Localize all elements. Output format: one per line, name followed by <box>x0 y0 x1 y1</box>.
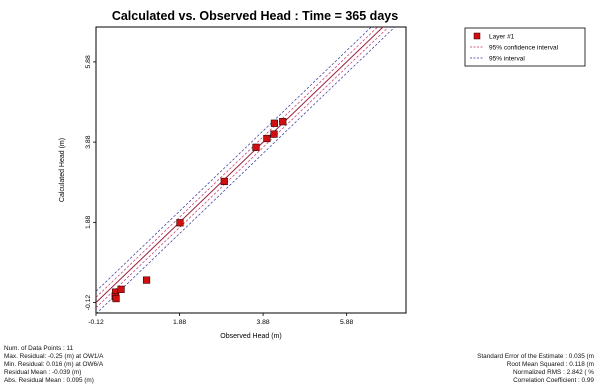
legend-label-confidence: 95% confidence interval <box>489 45 559 52</box>
stat-std-error: Standard Error of the Estimate : 0.035 (… <box>477 353 594 360</box>
fit-lines-layer <box>96 27 396 313</box>
legend-box <box>464 27 586 67</box>
legend-marker-layer-1 <box>473 32 481 40</box>
upper-interval-line <box>96 27 372 292</box>
stat-max-residual: Max. Residual: -0.25 (m) at OW1/A <box>4 353 104 361</box>
stat-correlation: Correlation Coefficient : 0.99 <box>513 377 594 385</box>
y-tick-label: -0.12 <box>85 295 92 311</box>
stat-normalized-rms: Normalized RMS : 2.842 ( % <box>513 369 594 377</box>
axis-ticks-layer: -0.12 -0.12 1.88 1.88 3.88 3.88 5.88 5.88 <box>85 55 354 326</box>
plot-area <box>95 26 407 314</box>
stat-min-residual: Min. Residual: 0.016 (m) at OW6/A <box>4 361 104 369</box>
x-axis-label: Observed Head (m) <box>220 333 281 340</box>
data-points-layer <box>111 118 287 303</box>
y-axis-label: Calculated Head (m) <box>59 138 66 202</box>
data-point <box>263 134 271 143</box>
stat-rms: Root Mean Squared : 0.118 (m <box>506 361 594 369</box>
data-point <box>252 143 260 151</box>
legend-label-interval: 95% interval <box>489 56 525 63</box>
lower-confidence-line <box>96 27 389 309</box>
legend-label-layer-1: Layer #1 <box>489 34 515 41</box>
data-point <box>176 219 184 227</box>
data-point <box>279 118 287 126</box>
statistics-left: Num. of Data Points : 11 Max. Residual: … <box>4 345 103 385</box>
stat-abs-residual-mean: Abs. Residual Mean : 0.095 (m) <box>4 377 94 385</box>
legend: Layer #1 95% confidence interval 95% int… <box>464 27 586 67</box>
y-tick-label: 3.88 <box>85 135 92 148</box>
upper-confidence-line <box>96 27 379 298</box>
data-point <box>142 276 151 284</box>
lower-interval-line <box>96 27 396 313</box>
y-tick-label: 5.88 <box>85 55 92 68</box>
data-point <box>220 177 228 186</box>
x-tick-label: 3.88 <box>256 319 269 326</box>
x-tick-label: -0.12 <box>88 319 104 326</box>
stat-num-points: Num. of Data Points : 11 <box>4 345 74 352</box>
data-point <box>117 285 125 293</box>
identity-line <box>96 27 384 304</box>
x-tick-label: 1.88 <box>173 319 186 326</box>
data-point <box>270 119 278 127</box>
statistics-right: Standard Error of the Estimate : 0.035 (… <box>440 353 594 385</box>
data-point <box>270 130 278 138</box>
y-tick-label: 1.88 <box>85 216 92 229</box>
data-point <box>112 294 120 303</box>
chart-title: Calculated vs. Observed Head : Time = 36… <box>112 9 398 23</box>
stat-residual-mean: Residual Mean : -0.039 (m) <box>4 369 82 377</box>
x-tick-label: 5.88 <box>340 319 353 326</box>
